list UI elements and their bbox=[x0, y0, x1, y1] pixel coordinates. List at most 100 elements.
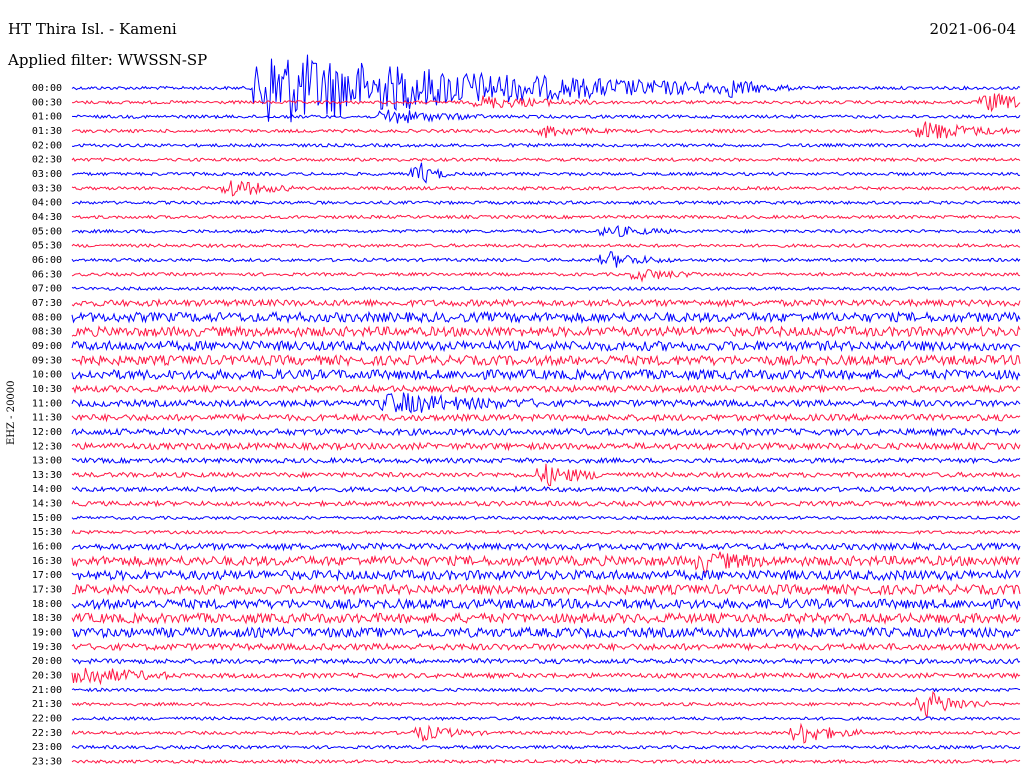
trace-1530 bbox=[71, 529, 1021, 535]
trace-0830 bbox=[71, 325, 1021, 339]
tick-label-0830: 08:30 bbox=[32, 327, 62, 338]
trace-0530 bbox=[71, 242, 1021, 249]
tick-label-1030: 10:30 bbox=[32, 384, 62, 395]
tick-label-1100: 11:00 bbox=[32, 398, 62, 409]
trace-1400 bbox=[71, 485, 1021, 493]
chart-header: HT Thira Isl. - Kameni Applied filter: W… bbox=[0, 0, 1024, 80]
tick-label-1530: 15:30 bbox=[32, 527, 62, 538]
tick-label-0000: 00:00 bbox=[32, 83, 62, 94]
tick-label-2300: 23:00 bbox=[32, 742, 62, 753]
tick-label-2130: 21:30 bbox=[32, 699, 62, 710]
trace-1900 bbox=[71, 625, 1021, 640]
trace-0500 bbox=[71, 224, 1021, 237]
trace-1230 bbox=[71, 441, 1021, 452]
trace-1700 bbox=[71, 568, 1021, 582]
tick-label-1200: 12:00 bbox=[32, 427, 62, 438]
tick-label-0900: 09:00 bbox=[32, 341, 62, 352]
date-label: 2021-06-04 bbox=[929, 20, 1016, 38]
tick-label-1230: 12:30 bbox=[32, 441, 62, 452]
tick-label-1730: 17:30 bbox=[32, 585, 62, 596]
trace-0730 bbox=[71, 298, 1021, 309]
tick-label-2000: 20:00 bbox=[32, 656, 62, 667]
trace-1500 bbox=[71, 515, 1021, 521]
trace-2200 bbox=[71, 715, 1021, 722]
tick-label-2100: 21:00 bbox=[32, 685, 62, 696]
trace-1200 bbox=[71, 427, 1021, 437]
trace-0000 bbox=[71, 54, 1021, 123]
tick-label-0100: 01:00 bbox=[32, 112, 62, 123]
tick-label-1130: 11:30 bbox=[32, 413, 62, 424]
tick-label-1300: 13:00 bbox=[32, 456, 62, 467]
trace-1730 bbox=[71, 583, 1021, 597]
tick-label-1600: 16:00 bbox=[32, 542, 62, 553]
tick-label-1400: 14:00 bbox=[32, 484, 62, 495]
trace-1100 bbox=[71, 392, 1021, 414]
tick-label-0300: 03:00 bbox=[32, 169, 62, 180]
tick-label-0930: 09:30 bbox=[32, 355, 62, 366]
trace-1000 bbox=[71, 368, 1021, 382]
tick-label-0330: 03:30 bbox=[32, 183, 62, 194]
tick-label-1430: 14:30 bbox=[32, 499, 62, 510]
trace-1630 bbox=[71, 551, 1021, 573]
tick-label-0630: 06:30 bbox=[32, 269, 62, 280]
tick-label-1900: 19:00 bbox=[32, 628, 62, 639]
tick-label-1630: 16:30 bbox=[32, 556, 62, 567]
tick-label-1930: 19:30 bbox=[32, 642, 62, 653]
tick-label-0530: 05:30 bbox=[32, 241, 62, 252]
trace-2030 bbox=[71, 667, 1021, 686]
tick-label-1830: 18:30 bbox=[32, 613, 62, 624]
trace-0030 bbox=[71, 92, 1021, 113]
tick-label-0230: 02:30 bbox=[32, 155, 62, 166]
tick-label-0030: 00:30 bbox=[32, 97, 62, 108]
trace-2230 bbox=[71, 722, 1021, 744]
trace-2330 bbox=[71, 758, 1021, 765]
tick-label-2330: 23:30 bbox=[32, 757, 62, 768]
trace-0100 bbox=[71, 109, 1021, 124]
trace-0430 bbox=[71, 214, 1021, 220]
tick-label-0600: 06:00 bbox=[32, 255, 62, 266]
tick-label-1000: 10:00 bbox=[32, 370, 62, 381]
tick-label-1330: 13:30 bbox=[32, 470, 62, 481]
trace-0800 bbox=[71, 310, 1021, 324]
trace-0130 bbox=[71, 121, 1021, 139]
trace-2300 bbox=[71, 744, 1021, 750]
trace-0200 bbox=[71, 142, 1021, 148]
trace-0400 bbox=[71, 200, 1021, 206]
tick-label-0130: 01:30 bbox=[32, 126, 62, 137]
tick-label-0730: 07:30 bbox=[32, 298, 62, 309]
filter-label: Applied filter: WWSSN-SP bbox=[8, 51, 208, 69]
tick-label-0500: 05:00 bbox=[32, 226, 62, 237]
tick-label-1800: 18:00 bbox=[32, 599, 62, 610]
trace-1300 bbox=[71, 456, 1021, 465]
trace-1330 bbox=[71, 463, 1021, 487]
trace-0700 bbox=[71, 285, 1021, 292]
tick-label-0700: 07:00 bbox=[32, 284, 62, 295]
trace-1930 bbox=[71, 642, 1021, 652]
trace-1600 bbox=[71, 541, 1021, 552]
trace-0930 bbox=[71, 353, 1021, 367]
trace-1430 bbox=[71, 499, 1021, 508]
tick-label-2200: 22:00 bbox=[32, 714, 62, 725]
trace-1800 bbox=[71, 597, 1021, 611]
tick-label-0400: 04:00 bbox=[32, 198, 62, 209]
trace-2100 bbox=[71, 687, 1021, 693]
tick-label-1700: 17:00 bbox=[32, 570, 62, 581]
trace-0900 bbox=[71, 339, 1021, 353]
trace-0600 bbox=[71, 251, 1021, 268]
trace-1830 bbox=[71, 611, 1021, 625]
trace-2000 bbox=[71, 657, 1021, 665]
tick-label-0200: 02:00 bbox=[32, 140, 62, 151]
trace-0630 bbox=[71, 269, 1021, 283]
trace-1130 bbox=[71, 412, 1021, 423]
tick-label-2030: 20:30 bbox=[32, 671, 62, 682]
trace-1030 bbox=[71, 383, 1021, 394]
trace-0230 bbox=[71, 157, 1021, 163]
trace-2130 bbox=[71, 690, 1021, 718]
tick-label-0430: 04:30 bbox=[32, 212, 62, 223]
tick-label-0800: 08:00 bbox=[32, 312, 62, 323]
trace-0330 bbox=[71, 180, 1021, 197]
trace-0300 bbox=[71, 162, 1021, 184]
tick-label-2230: 22:30 bbox=[32, 728, 62, 739]
tick-label-1500: 15:00 bbox=[32, 513, 62, 524]
